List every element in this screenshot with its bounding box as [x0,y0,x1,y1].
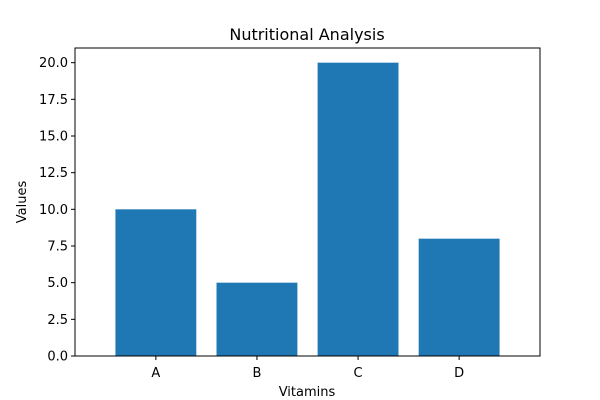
y-tick-label: 20.0 [39,56,68,71]
y-axis-label: Values [15,181,30,224]
y-tick-label: 0.0 [47,350,68,365]
x-tick-label: C [354,366,363,381]
bar-b [216,282,298,356]
x-tick-label: A [151,366,160,381]
bar-c [317,62,399,357]
chart-title: Nutritional Analysis [229,25,384,44]
bar-d [418,238,500,356]
y-tick-label: 12.5 [39,166,68,181]
x-axis: A B C D [151,356,464,381]
x-tick-label: B [252,366,261,381]
y-tick-label: 2.5 [47,313,68,328]
x-tick-label: D [454,366,464,381]
x-axis-label: Vitamins [279,385,336,400]
y-tick-label: 7.5 [47,240,68,255]
bar-a [115,209,197,356]
y-tick-label: 10.0 [39,203,68,218]
plot-frame [74,47,541,357]
y-tick-label: 17.5 [39,93,68,108]
y-tick-label: 5.0 [47,276,68,291]
bars [115,62,500,357]
y-axis: 0.0 2.5 5.0 7.5 10.0 12.5 15.0 17.5 20.0 [39,56,75,365]
y-tick-label: 15.0 [39,130,68,145]
